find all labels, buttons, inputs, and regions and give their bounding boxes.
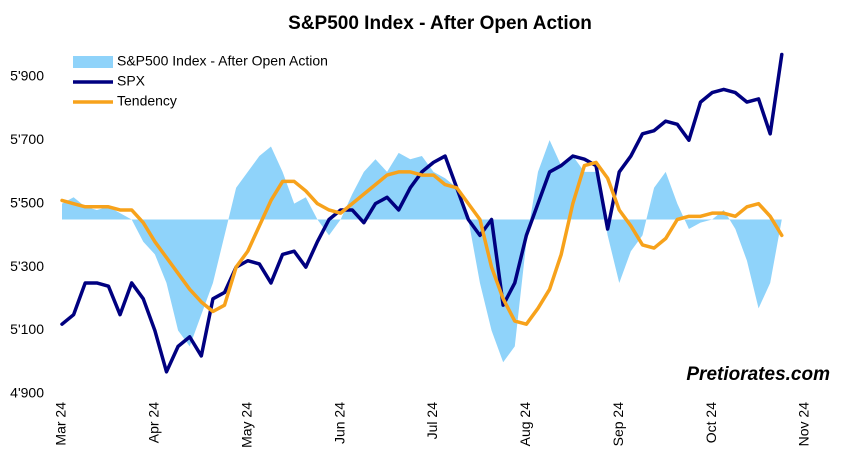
legend-label: Tendency — [117, 93, 177, 109]
legend-swatch — [73, 56, 113, 68]
x-tick-label: Sep 24 — [610, 402, 626, 447]
x-tick-label: May 24 — [238, 402, 254, 448]
x-tick-label: Mar 24 — [53, 402, 69, 446]
legend-label: SPX — [117, 73, 146, 89]
x-tick-label: Nov 24 — [796, 402, 812, 447]
chart-title: S&P500 Index - After Open Action — [288, 13, 592, 34]
line — [60, 160, 784, 326]
line — [60, 52, 784, 374]
x-tick-label: Jun 24 — [331, 402, 347, 444]
x-tick-label: Aug 24 — [517, 402, 533, 447]
area — [62, 140, 782, 363]
watermark: Pretiorates.com — [686, 364, 830, 385]
y-tick-label: 5'900 — [10, 67, 44, 83]
x-tick-label: Apr 24 — [146, 402, 162, 443]
y-tick-label: 5'700 — [10, 131, 44, 147]
y-tick-label: 5'500 — [10, 194, 44, 210]
y-tick-label: 5'100 — [10, 321, 44, 337]
y-tick-label: 4'900 — [10, 385, 44, 401]
x-tick-label: Jul 24 — [424, 402, 440, 440]
legend-label: S&P500 Index - After Open Action — [117, 53, 328, 69]
x-tick-label: Oct 24 — [703, 402, 719, 443]
y-tick-label: 5'300 — [10, 258, 44, 274]
